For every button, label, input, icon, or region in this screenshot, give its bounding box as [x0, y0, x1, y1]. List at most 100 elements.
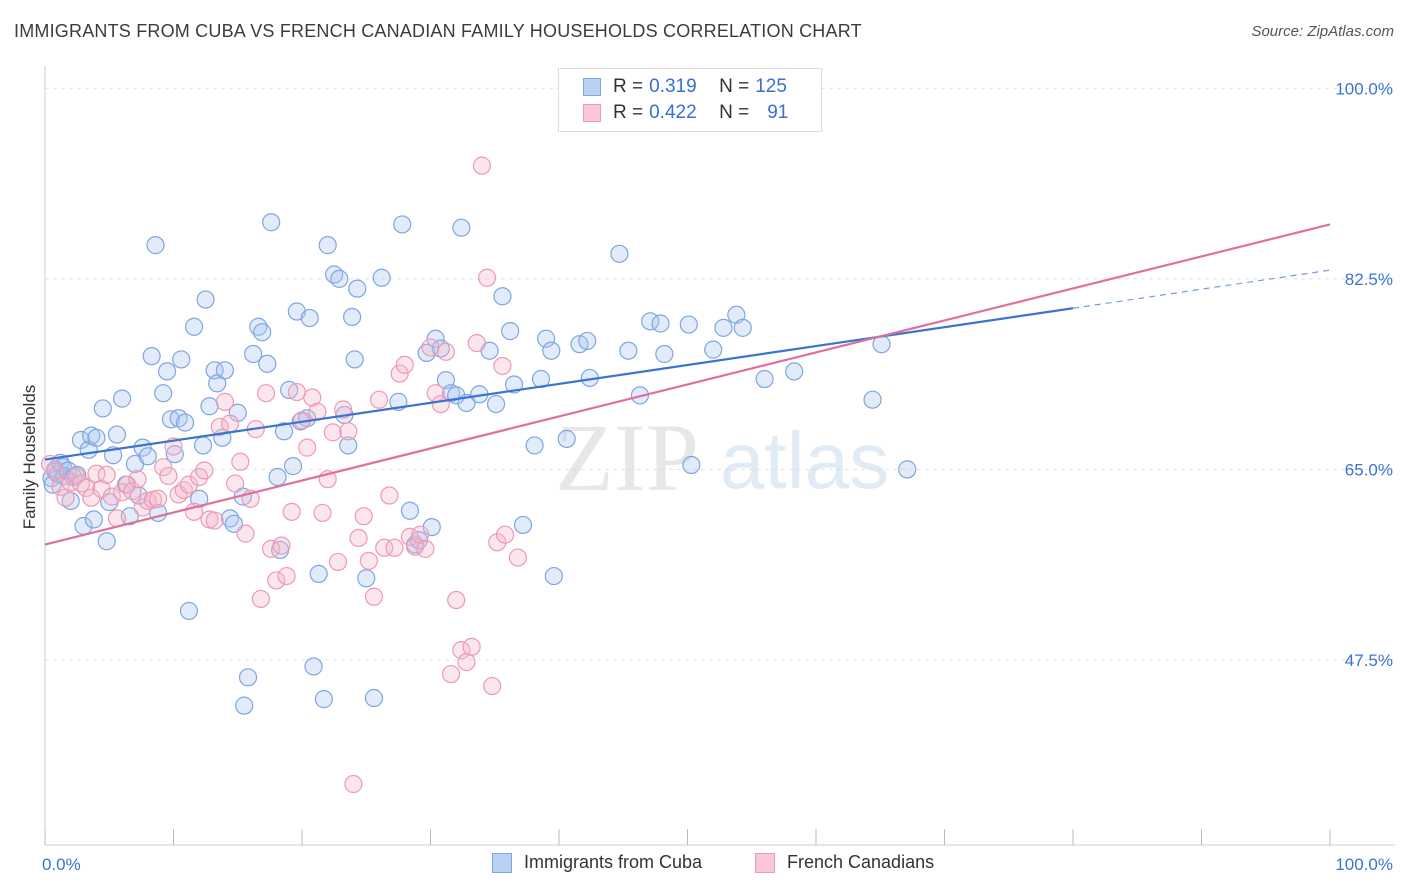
- french-canadian-point: [354, 507, 373, 526]
- cuba-point: [655, 344, 674, 364]
- cuba-point: [357, 569, 376, 588]
- french-canadian-point: [205, 511, 224, 530]
- cuba-point: [87, 428, 106, 447]
- french-canadian-point: [441, 664, 461, 684]
- y-tick-label: 47.5%: [1345, 651, 1393, 670]
- cuba-point: [504, 375, 524, 394]
- french-canadian-point: [128, 470, 147, 489]
- cuba-point: [107, 425, 127, 444]
- cuba-point: [262, 213, 281, 232]
- y-tick-label: 65.0%: [1345, 460, 1393, 479]
- cuba-point: [61, 491, 80, 511]
- cuba-point: [300, 308, 319, 328]
- legend-n-value: 91: [767, 102, 789, 123]
- cuba-point: [537, 329, 556, 348]
- french-canadian-point: [313, 503, 332, 523]
- cuba-point: [157, 362, 177, 381]
- cuba-point: [161, 410, 181, 429]
- cuba-point: [97, 532, 116, 551]
- cuba-point: [493, 287, 512, 306]
- french-canadian-point: [488, 533, 507, 552]
- french-canadian-point: [380, 486, 399, 505]
- french-canadian-point: [287, 382, 306, 402]
- x-tick-label: 100.0%: [1335, 855, 1393, 874]
- cuba-point: [343, 307, 362, 327]
- legend-n-value: 125: [755, 76, 787, 97]
- cuba-point: [175, 413, 195, 432]
- french-canadian-point: [370, 390, 389, 409]
- cuba-point: [393, 215, 412, 234]
- french-canadian-point: [328, 552, 348, 572]
- cuba-point: [345, 350, 364, 369]
- x-tick-label: 0.0%: [42, 855, 81, 874]
- cuba-point: [610, 244, 629, 263]
- watermark: ZIP atlas: [555, 404, 889, 511]
- legend-swatch-pink: [583, 104, 601, 122]
- cuba-point: [544, 566, 563, 586]
- cuba-point: [863, 390, 882, 409]
- cuba-point: [339, 436, 358, 455]
- french-canadian-point: [508, 548, 527, 567]
- cuba-point: [348, 279, 367, 298]
- legend-r-value: 0.422: [649, 102, 697, 123]
- french-canadian-point: [195, 461, 214, 480]
- cuba-point: [133, 438, 152, 457]
- cuba-point: [154, 384, 173, 403]
- cuba-point: [179, 601, 199, 621]
- bottom-legend-swatch-blue: [492, 852, 512, 873]
- y-tick-label: 82.5%: [1345, 270, 1393, 289]
- french-canadian-point: [102, 487, 121, 506]
- cuba-point: [304, 657, 323, 676]
- cuba-point: [682, 455, 701, 475]
- french-canadian-point: [179, 475, 199, 494]
- chart-title: IMMIGRANTS FROM CUBA VS FRENCH CANADIAN …: [14, 21, 862, 41]
- french-canadian-point: [159, 466, 178, 486]
- cuba-point: [224, 514, 243, 533]
- legend-swatch-blue: [583, 78, 601, 96]
- bottom-legend-french-canadian: French Canadians: [755, 852, 934, 873]
- french-canadian-point: [395, 355, 414, 374]
- cuba-point: [733, 318, 752, 337]
- series-french-canadian-points: [41, 156, 527, 794]
- cuba-point: [557, 429, 576, 449]
- cuba-point: [426, 329, 445, 348]
- french-canadian-point: [226, 474, 245, 493]
- french-canadian-point: [411, 525, 430, 544]
- cuba-point: [314, 690, 333, 709]
- french-canadian-point: [220, 414, 240, 433]
- gridlines: [45, 87, 1395, 661]
- french-canadian-point: [416, 539, 435, 558]
- cuba-point: [200, 397, 219, 416]
- french-canadian-point: [277, 566, 296, 586]
- watermark-zip: ZIP: [555, 404, 699, 511]
- french-canadian-point: [46, 462, 65, 481]
- french-canadian-point: [303, 388, 322, 407]
- cuba-point: [501, 322, 520, 341]
- bottom-legend-cuba: Immigrants from Cuba: [492, 852, 702, 873]
- french-canadian-point: [339, 422, 358, 441]
- french-canadian-point: [421, 338, 440, 357]
- french-canadian-point: [174, 480, 193, 500]
- tick-labels: 100.0% 82.5% 65.0% 47.5% 0.0% 100.0%: [42, 79, 1393, 874]
- french-canadian-point: [148, 489, 168, 508]
- french-canadian-point: [472, 156, 491, 175]
- french-canadian-point: [462, 637, 481, 656]
- cuba-trend-extension: [1072, 269, 1331, 309]
- cuba-point: [238, 668, 258, 687]
- cuba-point: [93, 399, 112, 418]
- french-canadian-point: [256, 384, 276, 403]
- french-canadian-point: [97, 465, 116, 484]
- cuba-point: [253, 323, 272, 342]
- french-canadian-trend-line: [44, 223, 1331, 546]
- french-canadian-point: [334, 400, 353, 419]
- cuba-point: [513, 515, 533, 535]
- cuba-point: [268, 467, 287, 487]
- cuba-point: [84, 510, 103, 529]
- french-canadian-point: [282, 502, 301, 521]
- cuba-point: [679, 315, 698, 334]
- cuba-point: [619, 341, 638, 360]
- legend-n-label: N =: [719, 102, 750, 123]
- french-canadian-point: [77, 478, 96, 497]
- cuba-point: [330, 269, 349, 288]
